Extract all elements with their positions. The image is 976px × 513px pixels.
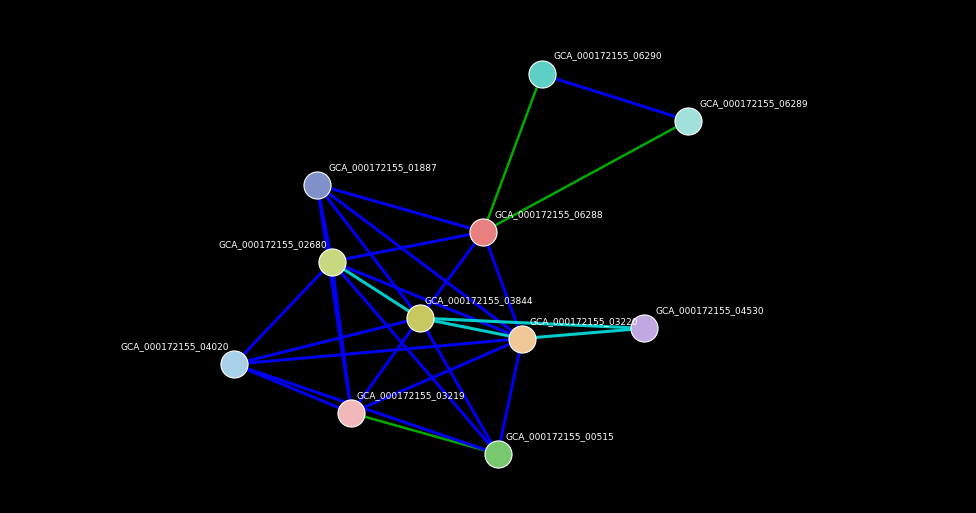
Text: GCA_000172155_01887: GCA_000172155_01887: [329, 163, 437, 172]
Text: GCA_000172155_06289: GCA_000172155_06289: [700, 98, 808, 108]
Text: GCA_000172155_03844: GCA_000172155_03844: [425, 296, 533, 305]
Text: GCA_000172155_06288: GCA_000172155_06288: [495, 210, 603, 219]
Point: [309, 181, 325, 189]
Point: [680, 116, 696, 125]
Point: [534, 70, 549, 78]
Point: [636, 324, 652, 332]
Point: [490, 450, 506, 458]
Text: GCA_000172155_06290: GCA_000172155_06290: [553, 51, 662, 60]
Text: GCA_000172155_04530: GCA_000172155_04530: [656, 306, 764, 315]
Point: [324, 258, 340, 266]
Point: [514, 334, 530, 343]
Text: GCA_000172155_02680: GCA_000172155_02680: [219, 240, 327, 249]
Text: GCA_000172155_03219: GCA_000172155_03219: [356, 391, 465, 400]
Point: [344, 409, 359, 417]
Point: [412, 314, 427, 322]
Text: GCA_000172155_04020: GCA_000172155_04020: [121, 342, 229, 351]
Text: GCA_000172155_00515: GCA_000172155_00515: [506, 432, 614, 441]
Text: GCA_000172155_03220: GCA_000172155_03220: [530, 317, 638, 326]
Point: [475, 228, 491, 236]
Point: [226, 360, 242, 368]
